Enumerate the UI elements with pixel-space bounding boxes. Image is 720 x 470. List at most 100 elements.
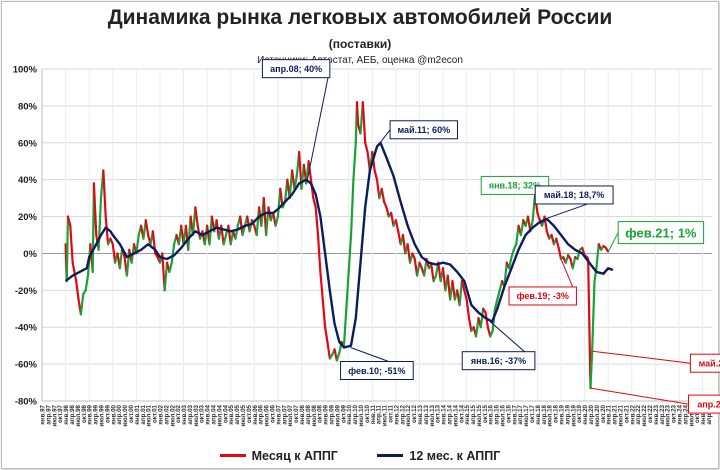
x-tick-label: апр.06	[258, 404, 265, 424]
x-tick-label: окт.21	[623, 404, 630, 423]
x-tick-label: янв.07	[275, 404, 282, 424]
x-tick-label: окт.22	[647, 404, 654, 423]
x-tick-label: янв.09	[323, 404, 330, 424]
x-tick-label: окт.99	[104, 404, 111, 423]
x-tick-label: янв.04	[205, 404, 212, 424]
month-series-segment	[458, 280, 464, 307]
x-tick-label: янв.13	[417, 404, 424, 424]
x-tick-label: янв.06	[252, 404, 259, 424]
month-series-segment	[373, 169, 379, 181]
month-series-segment	[451, 280, 456, 301]
x-tick-label: июл.15	[476, 404, 483, 426]
y-tick-label: 40%	[18, 175, 38, 186]
annotation-leader	[607, 232, 619, 252]
x-tick-label: апр.98	[69, 404, 76, 424]
month-series-segment	[375, 178, 381, 200]
x-tick-label: июл.99	[98, 404, 105, 426]
x-tick-label: апр.04	[211, 404, 218, 424]
x-tick-label: окт.23	[671, 404, 678, 423]
x-tick-label: июл.12	[405, 404, 412, 426]
x-tick-label: окт.03	[199, 404, 206, 423]
legend: Месяц к АППГ 12 мес. к АППГ	[0, 446, 720, 463]
x-tick-label: июл.20	[594, 404, 601, 426]
x-tick-label: апр.13	[423, 404, 430, 424]
x-tick-label: июл.17	[523, 404, 530, 426]
x-tick-label: апр.20	[588, 404, 595, 424]
x-tick-label: апр.19	[564, 404, 571, 424]
x-tick-label: апр.25	[706, 404, 713, 424]
annotation-label: фев.19; -3%	[517, 291, 569, 301]
legend-label-yoy12: 12 мес. к АППГ	[409, 448, 501, 463]
annotation-box	[340, 361, 414, 381]
month-series-segment	[274, 215, 280, 227]
month-series-segment	[170, 243, 176, 264]
month-series-segment	[493, 298, 499, 310]
y-tick-label: -20%	[15, 286, 38, 297]
x-tick-label: июл.23	[665, 404, 672, 426]
month-series-segment	[401, 233, 407, 255]
month-series-segment	[312, 197, 317, 209]
month-series-segment	[557, 246, 563, 261]
x-tick-label: окт.11	[387, 404, 394, 422]
x-tick-label: янв.01	[134, 404, 141, 424]
month-series-segment	[314, 206, 320, 237]
x-tick-label: июл.06	[264, 404, 271, 426]
month-series-segment	[595, 243, 600, 270]
x-tick-label: апр.16	[494, 404, 501, 424]
x-tick-label: янв.99	[87, 404, 94, 424]
month-series-segment	[79, 292, 85, 316]
month-series-segment	[342, 307, 348, 347]
x-tick-label: янв.17	[511, 404, 518, 424]
x-tick-label: окт.97	[57, 404, 64, 423]
x-tick-label: июл.07	[287, 404, 294, 426]
x-tick-label: окт.16	[505, 404, 512, 423]
x-tick-label: янв.22	[629, 404, 636, 424]
month-series-segment	[66, 215, 72, 227]
annotation-label: янв.18; 32%	[489, 181, 541, 191]
x-tick-label: янв.10	[346, 404, 353, 424]
annotation-label: апр.08; 40%	[270, 64, 322, 74]
month-series-segment	[465, 298, 471, 320]
y-tick-label: -80%	[15, 397, 38, 408]
month-series-segment	[104, 215, 110, 246]
month-series-segment	[604, 246, 610, 253]
month-series-segment	[125, 248, 131, 277]
annotation-label: янв.16; -37%	[471, 356, 526, 366]
month-series-segment	[194, 206, 199, 227]
month-series-segment	[536, 211, 541, 222]
x-tick-label: апр.00	[116, 404, 123, 424]
x-tick-label: окт.24	[694, 404, 701, 423]
annotation-leader	[590, 387, 689, 405]
x-tick-label: июл.24	[688, 404, 695, 426]
annotation-label: фев.21; 1%	[625, 225, 697, 240]
month-series-segment	[390, 211, 395, 227]
annotation-label: фев.10; -51%	[348, 366, 405, 376]
month-series-segment	[355, 101, 360, 126]
month-series-segment	[234, 224, 239, 240]
month-series-segment	[239, 215, 244, 237]
x-tick-label: окт.04	[222, 404, 229, 423]
chart-title: Динамика рынка легковых автомобилей Росс…	[107, 6, 613, 29]
month-series-segment	[321, 298, 327, 329]
month-series-segment	[571, 256, 577, 270]
x-tick-label: янв.25	[700, 404, 707, 424]
month-series-segment	[508, 256, 513, 270]
x-tick-label: окт.10	[364, 404, 371, 423]
month-series-segment	[352, 141, 357, 181]
month-series-segment	[316, 233, 322, 273]
annotation-box	[480, 175, 550, 195]
x-tick-label: июл.14	[452, 404, 459, 426]
x-tick-label: июл.02	[169, 404, 176, 426]
x-tick-label: апр.18	[541, 404, 548, 424]
x-tick-label: янв.14	[441, 404, 448, 424]
x-tick-label: янв.98	[63, 404, 70, 424]
month-series-segment	[349, 178, 355, 237]
x-tick-label: июл.11	[382, 404, 389, 426]
month-series-segment	[591, 280, 596, 353]
x-tick-label: окт.14	[458, 404, 465, 423]
annotation-label: май.11; 60%	[397, 125, 450, 135]
x-tick-label: апр.02	[163, 404, 170, 424]
month-series-segment	[347, 233, 353, 273]
x-tick-label: апр.11	[376, 404, 383, 424]
annotation-label: апр.20; -73%	[697, 399, 720, 409]
